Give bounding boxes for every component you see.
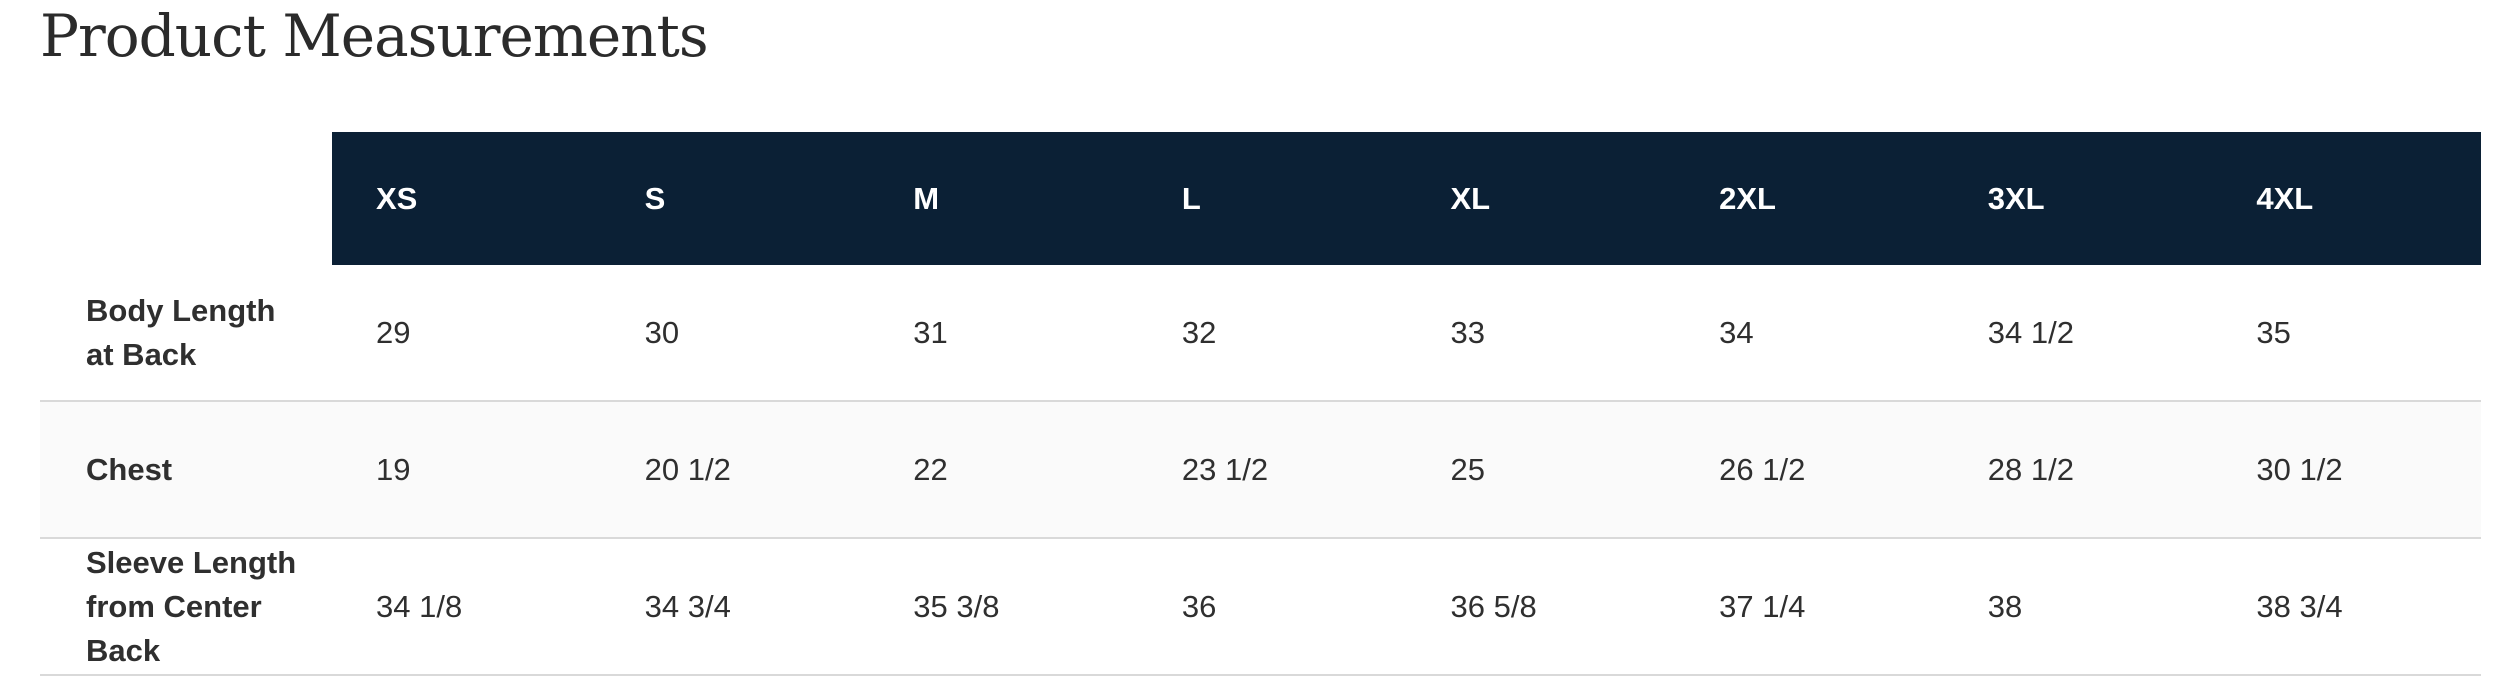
measurement-cell: 26 1/2 bbox=[1675, 401, 1944, 539]
measurement-cell: 29 bbox=[332, 265, 601, 402]
measurement-cell: 36 5/8 bbox=[1406, 538, 1676, 676]
corner-cell bbox=[40, 132, 332, 265]
size-header: 4XL bbox=[2212, 132, 2481, 265]
row-label: Sleeve Length from Center Back bbox=[40, 538, 332, 676]
measurement-cell: 35 bbox=[2212, 265, 2481, 402]
measurement-cell: 34 3/4 bbox=[600, 538, 870, 676]
measurement-cell: 30 bbox=[600, 265, 870, 402]
size-header: S bbox=[600, 132, 870, 265]
measurement-cell: 19 bbox=[332, 401, 601, 539]
size-header: L bbox=[1137, 132, 1407, 265]
measurement-row: Sleeve Length from Center Back 34 1/8 34 3… bbox=[40, 538, 2481, 676]
measurement-cell: 28 1/2 bbox=[1943, 401, 2213, 539]
measurement-row: Chest 19 20 1/2 22 23 1/2 25 26 1/2 28 1/2 30 1/… bbox=[40, 401, 2481, 539]
header-row: XS S M L XL 2XL 3XL 4XL bbox=[40, 132, 2481, 265]
measurement-cell: 38 3/4 bbox=[2212, 538, 2481, 676]
measurement-cell: 25 bbox=[1406, 401, 1676, 539]
measurement-cell: 23 1/2 bbox=[1137, 401, 1407, 539]
size-header: 2XL bbox=[1675, 132, 1944, 265]
measurement-cell: 33 bbox=[1406, 265, 1676, 402]
row-label: Body Length at Back bbox=[40, 265, 332, 402]
measurement-cell: 32 bbox=[1137, 265, 1407, 402]
size-header: XL bbox=[1406, 132, 1676, 265]
measurement-row: Body Length at Back 29 30 31 32 33 34 34 1/2 35 bbox=[40, 265, 2481, 402]
measurement-table: XS S M L XL 2XL 3XL 4XL Body Length at Back 29 30… bbox=[40, 132, 2481, 676]
measurement-cell: 37 1/4 bbox=[1675, 538, 1944, 676]
measurement-cell: 30 1/2 bbox=[2212, 401, 2481, 539]
measurement-cell: 34 bbox=[1675, 265, 1944, 402]
measurement-cell: 34 1/2 bbox=[1943, 265, 2213, 402]
page-title: Product Measurements bbox=[40, 2, 709, 70]
measurement-cell: 22 bbox=[869, 401, 1138, 539]
size-header: XS bbox=[332, 132, 601, 265]
table-body: Body Length at Back 29 30 31 32 33 34 34 1/2 35 C… bbox=[40, 265, 2481, 676]
measurement-cell: 31 bbox=[869, 265, 1138, 402]
measurement-cell: 35 3/8 bbox=[869, 538, 1138, 676]
size-header: M bbox=[869, 132, 1138, 265]
measurement-cell: 38 bbox=[1943, 538, 2213, 676]
size-header: 3XL bbox=[1943, 132, 2213, 265]
measurement-cell: 34 1/8 bbox=[332, 538, 601, 676]
measurement-cell: 20 1/2 bbox=[600, 401, 870, 539]
measurement-cell: 36 bbox=[1137, 538, 1407, 676]
row-label: Chest bbox=[40, 401, 332, 539]
